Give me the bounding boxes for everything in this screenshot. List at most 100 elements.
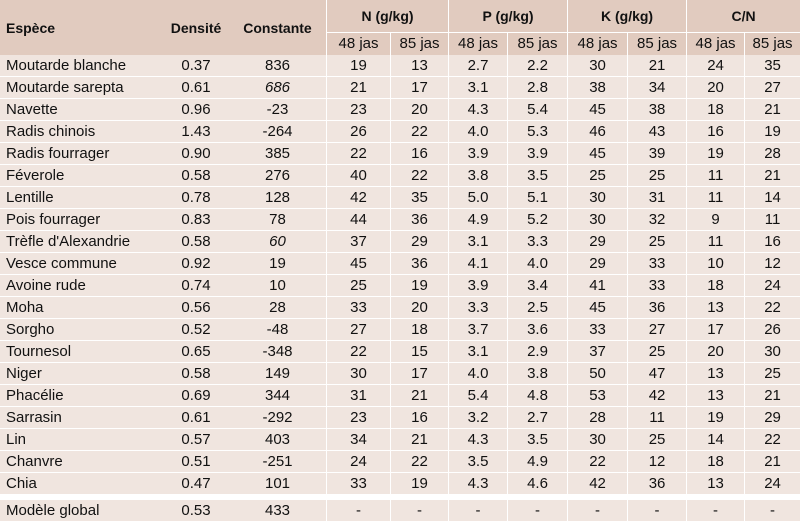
cell-constante: 403 <box>229 429 326 451</box>
cell-n48: 23 <box>326 99 390 121</box>
cell-espece: Radis chinois <box>0 121 163 143</box>
header-row: Espèce Densité Constante N (g/kg) P (g/k… <box>0 0 800 55</box>
table-row: Sorgho 0.52 -48 27 18 3.7 3.6 33 27 17 26 <box>0 319 800 341</box>
cell-p85: 2.8 <box>507 77 568 99</box>
cell-p48: 3.9 <box>448 275 508 297</box>
cell-p85: 4.9 <box>507 451 568 473</box>
cell-k48: 38 <box>567 77 628 99</box>
cell-espece: Tournesol <box>0 341 163 363</box>
cell-cn85: 14 <box>744 187 800 209</box>
cell-p85: 3.6 <box>507 319 568 341</box>
cell-n85: 35 <box>390 187 449 209</box>
table-row: Lentille 0.78 128 42 35 5.0 5.1 30 31 11 14 <box>0 187 800 209</box>
cell-k48: 53 <box>567 385 628 407</box>
table-row: Sarrasin 0.61 -292 23 16 3.2 2.7 28 11 19 29 <box>0 407 800 429</box>
cell-k85: 38 <box>627 99 687 121</box>
table-row: Niger 0.58 149 30 17 4.0 3.8 50 47 13 25 <box>0 363 800 385</box>
cell-espece: Modèle global <box>0 500 163 522</box>
cell-n48: 26 <box>326 121 390 143</box>
cell-k48: 30 <box>567 209 628 231</box>
cell-cn85: 21 <box>744 99 800 121</box>
cell-densite: 1.43 <box>163 121 229 143</box>
cell-cn48: 13 <box>686 385 745 407</box>
cell-p85: 4.8 <box>507 385 568 407</box>
cell-n48: 44 <box>326 209 390 231</box>
cell-densite: 0.57 <box>163 429 229 451</box>
cell-k48: 30 <box>567 187 628 209</box>
cell-espece: Phacélie <box>0 385 163 407</box>
cell-n48: 22 <box>326 341 390 363</box>
cell-cn48: 20 <box>686 341 745 363</box>
cell-espece: Féverole <box>0 165 163 187</box>
table-row: Trèfle d'Alexandrie 0.58 60 37 29 3.1 3.3 29 25 1… <box>0 231 800 253</box>
header-k-85: 85 jas <box>627 33 687 55</box>
cell-n48: - <box>326 500 390 522</box>
cell-cn48: 18 <box>686 451 745 473</box>
cell-densite: 0.69 <box>163 385 229 407</box>
cell-cn85: 21 <box>744 165 800 187</box>
cell-p85: 3.9 <box>507 143 568 165</box>
cell-n48: 40 <box>326 165 390 187</box>
cell-k85: - <box>627 500 687 522</box>
cell-p48: 5.4 <box>448 385 508 407</box>
cell-densite: 0.53 <box>163 500 229 522</box>
cell-n85: 19 <box>390 275 449 297</box>
cell-p48: 3.9 <box>448 143 508 165</box>
table-row: Moha 0.56 28 33 20 3.3 2.5 45 36 13 22 <box>0 297 800 319</box>
cell-cn85: 19 <box>744 121 800 143</box>
cell-cn85: 25 <box>744 363 800 385</box>
cell-cn85: - <box>744 500 800 522</box>
cell-k85: 32 <box>627 209 687 231</box>
cell-n85: 16 <box>390 143 449 165</box>
cell-n85: 20 <box>390 297 449 319</box>
cell-p85: 5.4 <box>507 99 568 121</box>
cell-p48: 4.3 <box>448 473 508 495</box>
cell-k48: 45 <box>567 143 628 165</box>
table-row: Moutarde blanche 0.37 836 19 13 2.7 2.2 30 21 24 3… <box>0 55 800 77</box>
cell-k48: 50 <box>567 363 628 385</box>
cell-n85: 22 <box>390 121 449 143</box>
cell-espece: Vesce commune <box>0 253 163 275</box>
cell-p48: 4.3 <box>448 429 508 451</box>
cell-densite: 0.56 <box>163 297 229 319</box>
cell-densite: 0.83 <box>163 209 229 231</box>
cell-n85: 13 <box>390 55 449 77</box>
cell-n48: 22 <box>326 143 390 165</box>
cell-densite: 0.58 <box>163 363 229 385</box>
cell-p48: 2.7 <box>448 55 508 77</box>
table-row: Lin 0.57 403 34 21 4.3 3.5 30 25 14 22 <box>0 429 800 451</box>
cell-cn48: 18 <box>686 99 745 121</box>
cell-cn48: 11 <box>686 231 745 253</box>
cell-p85: 3.5 <box>507 429 568 451</box>
cell-constante: 433 <box>229 500 326 522</box>
cell-k85: 27 <box>627 319 687 341</box>
cell-k85: 11 <box>627 407 687 429</box>
header-n-48: 48 jas <box>326 33 390 55</box>
cell-k48: 30 <box>567 55 628 77</box>
cell-k85: 25 <box>627 231 687 253</box>
cell-cn85: 22 <box>744 429 800 451</box>
cell-constante: -348 <box>229 341 326 363</box>
cell-cn85: 35 <box>744 55 800 77</box>
cell-espece: Lin <box>0 429 163 451</box>
cell-p48: 3.7 <box>448 319 508 341</box>
cell-espece: Niger <box>0 363 163 385</box>
cell-n48: 24 <box>326 451 390 473</box>
cell-densite: 0.51 <box>163 451 229 473</box>
cell-k85: 36 <box>627 297 687 319</box>
cell-n85: 21 <box>390 429 449 451</box>
cell-constante: 10 <box>229 275 326 297</box>
cell-densite: 0.47 <box>163 473 229 495</box>
cell-n85: 22 <box>390 451 449 473</box>
cell-k85: 21 <box>627 55 687 77</box>
cell-k85: 25 <box>627 341 687 363</box>
cell-p48: 4.0 <box>448 363 508 385</box>
header-densite: Densité <box>163 0 229 55</box>
cell-p48: 3.1 <box>448 231 508 253</box>
table-row: Chanvre 0.51 -251 24 22 3.5 4.9 22 12 18 21 <box>0 451 800 473</box>
cell-cn48: 19 <box>686 143 745 165</box>
header-k: K (g/kg) <box>567 0 687 33</box>
cell-k85: 33 <box>627 253 687 275</box>
cell-constante: 60 <box>229 231 326 253</box>
cell-cn85: 24 <box>744 275 800 297</box>
